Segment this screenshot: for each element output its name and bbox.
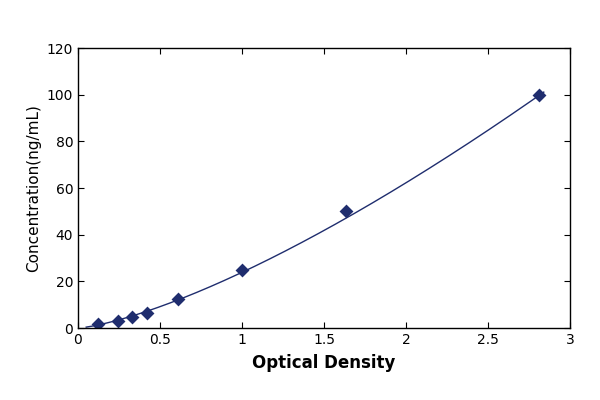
- Y-axis label: Concentration(ng/mL): Concentration(ng/mL): [26, 104, 41, 272]
- Point: [127, 314, 137, 320]
- Point: [142, 310, 151, 317]
- Point: [113, 318, 123, 324]
- X-axis label: Optical Density: Optical Density: [253, 354, 395, 372]
- Point: [341, 208, 351, 214]
- Point: [238, 266, 247, 273]
- Point: [94, 321, 103, 328]
- Point: [535, 92, 544, 98]
- Point: [173, 296, 183, 302]
